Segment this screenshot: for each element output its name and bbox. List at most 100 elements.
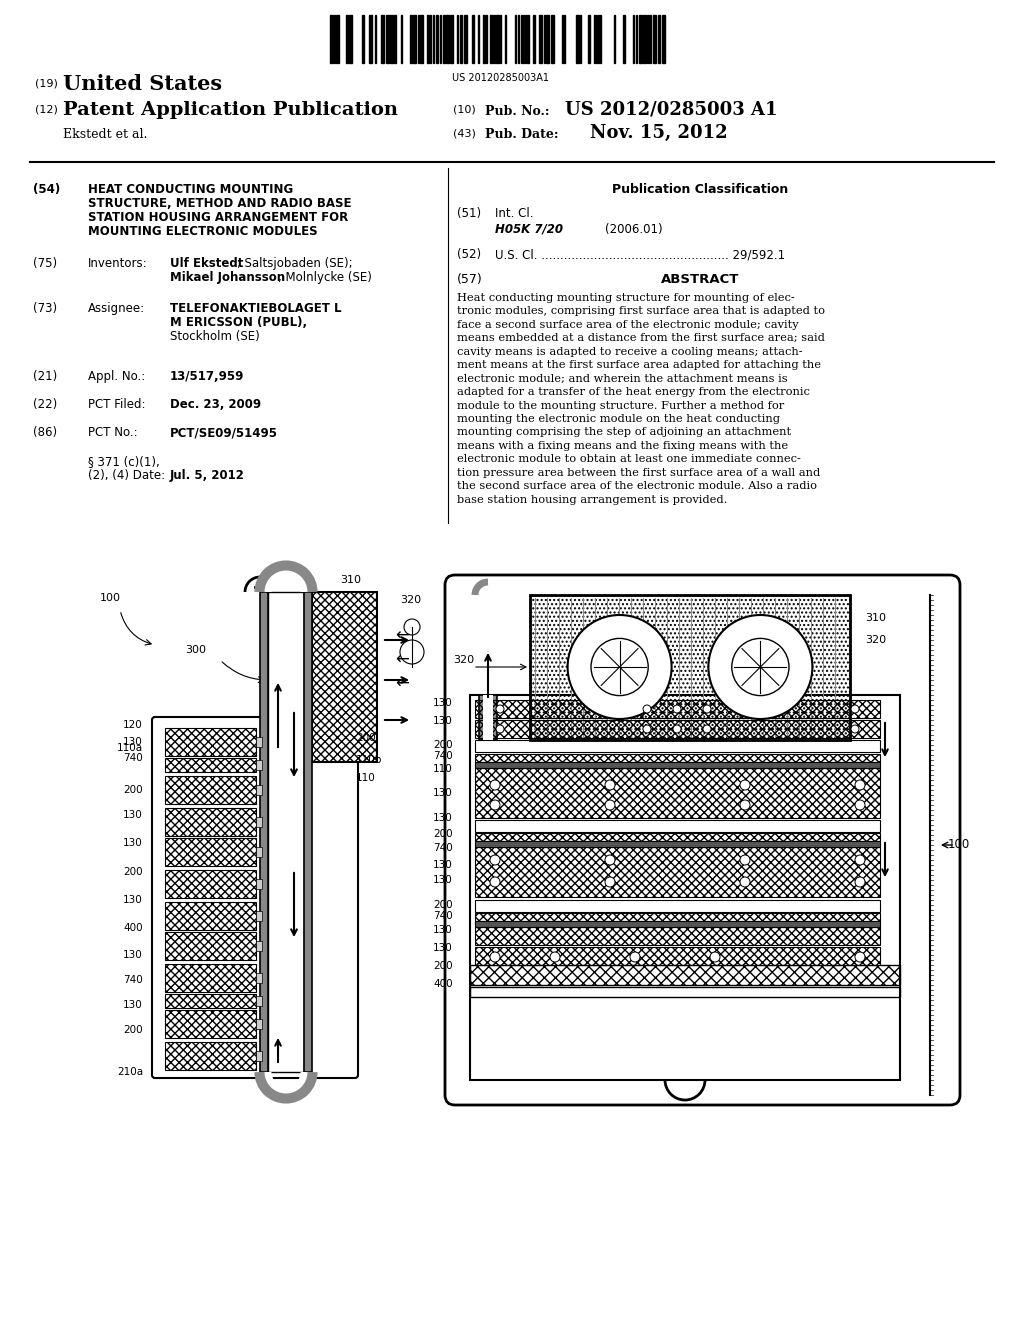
Text: (43): (43)	[453, 128, 476, 139]
Text: 130: 130	[433, 875, 453, 884]
Bar	[165, 776, 256, 804]
Text: Ekstedt et al.: Ekstedt et al.	[63, 128, 147, 141]
Circle shape	[496, 705, 504, 713]
Text: (2006.01): (2006.01)	[605, 223, 663, 236]
Text: (54): (54)	[33, 183, 60, 195]
Text: 740: 740	[433, 843, 453, 853]
Bar	[256, 941, 262, 950]
Bar	[420, 15, 423, 63]
Bar	[369, 15, 372, 63]
Bar	[483, 15, 485, 63]
Text: 100: 100	[948, 838, 971, 851]
Text: 740: 740	[433, 751, 453, 762]
Bar	[639, 15, 642, 63]
Bar	[470, 987, 900, 997]
Text: Publication Classification: Publication Classification	[612, 183, 788, 195]
Bar	[165, 964, 256, 993]
Circle shape	[605, 876, 615, 887]
Text: 200: 200	[123, 867, 143, 876]
Text: 130: 130	[123, 895, 143, 906]
Bar	[256, 1051, 262, 1061]
Circle shape	[740, 780, 750, 789]
Bar	[346, 15, 348, 63]
Text: TELEFONAKTIEBOLAGET L: TELEFONAKTIEBOLAGET L	[170, 302, 341, 315]
Circle shape	[673, 705, 681, 713]
Bar	[479, 696, 497, 741]
Bar	[475, 927, 880, 945]
Text: PCT No.:: PCT No.:	[88, 426, 137, 440]
Text: 130: 130	[433, 925, 453, 935]
Bar	[490, 15, 492, 63]
Text: Stockholm (SE): Stockholm (SE)	[170, 330, 260, 343]
Text: 320: 320	[865, 635, 886, 645]
Bar	[165, 808, 256, 836]
Bar	[588, 15, 590, 63]
Text: Mikael Johansson: Mikael Johansson	[170, 271, 285, 284]
Circle shape	[496, 725, 504, 733]
Text: 130: 130	[433, 942, 453, 953]
Circle shape	[855, 780, 865, 789]
Circle shape	[851, 725, 859, 733]
Text: 310: 310	[865, 612, 886, 623]
Circle shape	[740, 855, 750, 865]
Text: 130: 130	[433, 813, 453, 822]
Bar	[475, 921, 880, 927]
Text: 130: 130	[123, 1001, 143, 1010]
Text: 130: 130	[123, 838, 143, 847]
Text: 200: 200	[433, 829, 453, 840]
Circle shape	[550, 952, 560, 962]
Text: 200: 200	[123, 1026, 143, 1035]
Circle shape	[710, 952, 720, 962]
Text: MOUNTING ELECTRONIC MODULES: MOUNTING ELECTRONIC MODULES	[88, 224, 317, 238]
Text: ←: ←	[395, 627, 409, 645]
Bar	[362, 15, 364, 63]
Text: (10): (10)	[453, 106, 476, 115]
Circle shape	[643, 725, 651, 733]
Text: (22): (22)	[33, 399, 57, 411]
Bar	[413, 15, 416, 63]
Bar	[256, 785, 262, 795]
Bar	[165, 729, 256, 756]
Bar	[410, 15, 412, 63]
Bar	[256, 973, 262, 983]
Bar	[475, 946, 880, 965]
Text: 400: 400	[433, 979, 453, 989]
Bar	[436, 15, 438, 63]
Circle shape	[855, 876, 865, 887]
Bar	[475, 762, 880, 768]
Text: 740: 740	[123, 752, 143, 763]
Text: Int. Cl.: Int. Cl.	[495, 207, 534, 220]
Text: , Molnlycke (SE): , Molnlycke (SE)	[278, 271, 372, 284]
Bar	[662, 15, 665, 63]
Bar	[256, 879, 262, 888]
Circle shape	[490, 800, 500, 810]
Text: H05K 7/20: H05K 7/20	[495, 223, 563, 236]
Text: 400: 400	[123, 923, 143, 933]
Bar	[256, 997, 262, 1006]
Bar	[527, 15, 529, 63]
FancyBboxPatch shape	[152, 717, 358, 1078]
Text: Appl. No.:: Appl. No.:	[88, 370, 145, 383]
Text: 320: 320	[453, 655, 474, 665]
Bar	[475, 913, 880, 921]
Bar	[312, 591, 377, 762]
Text: 130: 130	[123, 737, 143, 747]
Bar	[470, 965, 900, 985]
Bar	[165, 1010, 256, 1038]
Circle shape	[703, 725, 711, 733]
Bar	[427, 15, 429, 63]
Text: Jul. 5, 2012: Jul. 5, 2012	[170, 469, 245, 482]
Text: 100: 100	[100, 593, 121, 603]
Text: Nov. 15, 2012: Nov. 15, 2012	[590, 124, 728, 143]
Bar	[443, 15, 445, 63]
Bar	[643, 15, 645, 63]
Circle shape	[855, 855, 865, 865]
Bar	[475, 820, 880, 832]
Text: 320: 320	[400, 595, 421, 605]
Circle shape	[855, 800, 865, 810]
Bar	[475, 754, 880, 762]
Text: 130: 130	[433, 698, 453, 708]
Text: 130: 130	[433, 715, 453, 726]
Circle shape	[490, 855, 500, 865]
Text: 130: 130	[433, 861, 453, 870]
